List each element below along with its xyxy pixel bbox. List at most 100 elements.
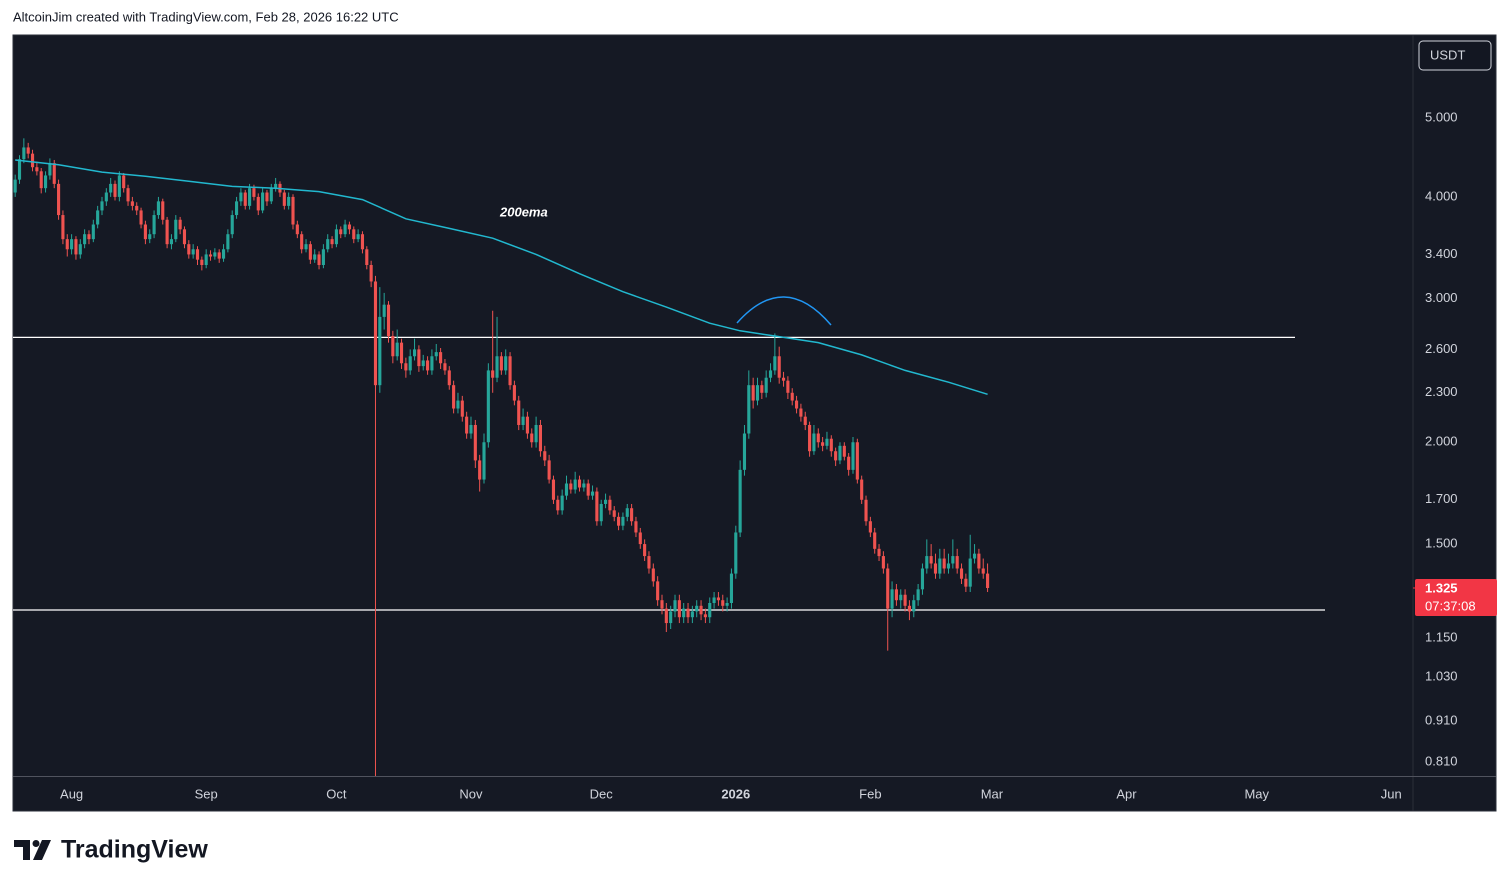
candle-body: [595, 491, 599, 522]
candle-body: [22, 147, 26, 160]
x-tick-label: Apr: [1116, 786, 1137, 801]
candle-body: [243, 192, 247, 206]
candle-body: [664, 608, 668, 624]
candle-body: [543, 451, 547, 461]
candle-body: [178, 219, 182, 230]
candle-body: [638, 532, 642, 545]
candle-body: [795, 400, 799, 409]
candle-body: [304, 244, 308, 250]
candle-body: [986, 573, 990, 588]
candle-body: [252, 188, 256, 197]
candle-body: [478, 460, 482, 480]
candle-body: [890, 589, 894, 609]
currency-button[interactable]: [1418, 40, 1492, 71]
candle-body: [573, 479, 577, 490]
candle-body: [959, 568, 964, 579]
logo-dot: [32, 840, 40, 847]
candle-body: [17, 159, 22, 180]
candle-body: [560, 495, 564, 511]
candle-body: [734, 532, 738, 574]
candle-body: [834, 451, 838, 461]
arc-annotation: [736, 296, 832, 326]
candle-body: [751, 385, 755, 401]
candle-body: [933, 563, 938, 574]
candle-body: [404, 363, 408, 371]
candle-body: [417, 349, 421, 367]
y-tick-label: 4.000: [1425, 188, 1458, 203]
candle-body: [208, 254, 213, 257]
candle-body: [495, 356, 499, 378]
chart-panel: [12, 34, 1497, 812]
candle-body: [213, 252, 217, 257]
y-tick-label: 0.810: [1425, 754, 1458, 769]
candle-body: [964, 578, 968, 587]
candle-body: [30, 153, 35, 168]
candle-body: [517, 400, 521, 425]
candle-body: [864, 499, 868, 522]
candle-body: [226, 234, 230, 250]
candle-body: [903, 594, 907, 606]
candle-body: [195, 249, 200, 260]
ema-annotation: 200ema: [499, 204, 548, 219]
candle-body: [48, 163, 52, 176]
y-tick-label: 2.300: [1425, 384, 1458, 399]
candle-body: [842, 445, 846, 457]
candle-body: [343, 224, 347, 235]
candle-body: [855, 442, 859, 480]
candle-body: [369, 265, 373, 282]
candle-body: [621, 516, 625, 526]
candle-body: [525, 416, 529, 434]
candle-body: [70, 239, 74, 250]
y-tick-label: 1.500: [1425, 536, 1458, 551]
candle-body: [538, 424, 543, 452]
candle-body: [43, 175, 48, 189]
candle-body: [161, 201, 165, 220]
candle-body: [430, 356, 434, 371]
candle-body: [547, 460, 551, 480]
candle-body: [96, 210, 100, 225]
y-tick-label: 3.400: [1425, 246, 1458, 261]
x-tick-label: May: [1244, 786, 1269, 801]
candle-body: [347, 224, 351, 230]
y-tick-label: 2.600: [1425, 341, 1458, 356]
candle-body: [803, 416, 807, 425]
candle-body: [204, 254, 208, 266]
candle-body: [165, 219, 169, 245]
x-tick-label: 2026: [721, 786, 750, 801]
candle-body: [660, 600, 664, 609]
candle-body: [191, 249, 195, 255]
candle-body: [473, 424, 477, 461]
candle-body: [708, 602, 712, 618]
candle-body: [452, 385, 456, 409]
candle-body: [742, 433, 747, 470]
candle-body: [673, 600, 677, 612]
candle-body: [786, 380, 790, 393]
candle-body: [169, 239, 174, 245]
candle-body: [942, 558, 946, 569]
x-tick-label: Mar: [981, 786, 1004, 801]
plot-area: 200ema: [13, 138, 1325, 776]
candle-body: [851, 442, 855, 470]
candle-body: [126, 188, 130, 202]
candle-body: [951, 556, 955, 564]
candle-body: [825, 438, 829, 446]
candle-body: [217, 252, 221, 259]
candle-body: [122, 175, 126, 189]
candle-body: [486, 370, 490, 443]
candle-body: [603, 499, 608, 504]
candle-body: [534, 424, 538, 443]
candle-body: [860, 479, 864, 500]
candle-body: [582, 483, 586, 488]
candle-body: [235, 201, 239, 216]
candle-body: [378, 316, 382, 386]
candle-body: [412, 349, 417, 357]
x-tick-label: Feb: [859, 786, 881, 801]
candle-body: [790, 392, 794, 401]
candle-body: [313, 254, 317, 260]
candle-body: [287, 196, 291, 206]
candle-body: [117, 175, 121, 197]
candle-body: [143, 224, 147, 240]
candle-body: [187, 244, 191, 255]
candle-body: [352, 229, 356, 240]
